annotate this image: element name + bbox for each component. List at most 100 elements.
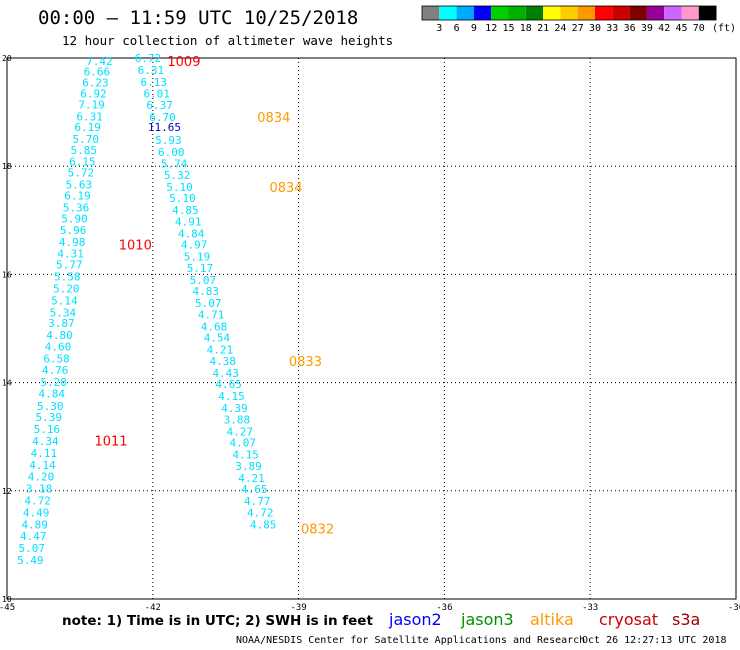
pass-time-label: 1010 xyxy=(119,239,152,254)
wave-height-label: 4.71 xyxy=(198,308,225,321)
pass-time-labels: 1009 0834 0834 1010 0833 1011 0832 xyxy=(94,55,334,537)
scale-swatch xyxy=(473,6,492,20)
wave-height-label: 4.15 xyxy=(232,449,259,462)
wave-height-label: 5.39 xyxy=(36,411,63,424)
wave-height-label: 6.00 xyxy=(158,146,185,159)
scale-swatch xyxy=(577,6,595,20)
wave-height-label: 5.28 xyxy=(40,376,67,389)
scale-label: 45 xyxy=(675,23,687,34)
scale-label: 12 xyxy=(485,23,497,34)
scale-label: 24 xyxy=(554,23,566,34)
scale-swatch xyxy=(595,6,613,20)
wave-height-label: 3.89 xyxy=(235,460,262,473)
wave-height-label: 5.14 xyxy=(51,294,78,307)
wave-height-label: 4.39 xyxy=(221,402,248,415)
scale-label: 27 xyxy=(572,23,584,34)
pass-time-label: 0833 xyxy=(289,355,322,370)
scale-swatch xyxy=(439,6,457,20)
unit-label: (ft) xyxy=(712,23,736,34)
wave-height-label: 5.85 xyxy=(71,144,98,157)
wave-height-label: 4.34 xyxy=(32,435,59,448)
scale-label: 33 xyxy=(606,23,618,34)
scale-swatch xyxy=(698,6,717,20)
scale-label: 15 xyxy=(502,23,514,34)
satellite-legend-item: jason3 xyxy=(460,610,514,629)
wave-height-label: 6.23 xyxy=(82,76,109,89)
wave-height-label: 5.07 xyxy=(195,297,222,310)
wave-height-label: 5.16 xyxy=(34,423,61,436)
wave-height-label: 6.70 xyxy=(149,111,176,124)
color-scale-legend: 3 6 9 12 15 18 21 24 27 30 33 36 39 42 45 70 xyxy=(421,5,717,34)
wave-height-label: 4.43 xyxy=(212,367,239,380)
wave-height-label: 6.15 xyxy=(69,155,96,168)
scale-label: 6 xyxy=(454,23,460,34)
wave-height-label: 5.90 xyxy=(61,213,88,226)
footer-credit: NOAA/NESDIS Center for Satellite Applica… xyxy=(236,635,585,646)
wave-height-label: 5.10 xyxy=(169,192,196,205)
wave-height-label: 4.47 xyxy=(20,530,47,543)
chart-subtitle: 12 hour collection of altimeter wave hei… xyxy=(62,33,393,48)
satellite-legend-item: altika xyxy=(530,610,574,629)
wave-height-label: 5.72 xyxy=(68,167,95,180)
x-tick-label: -30 xyxy=(728,603,740,613)
y-tick-label: 18 xyxy=(2,162,12,171)
wave-height-label: 4.80 xyxy=(46,329,73,342)
plot-frame xyxy=(6,57,737,600)
wave-height-label: 6.31 xyxy=(76,110,103,123)
wave-height-label: 4.20 xyxy=(28,471,55,484)
satellite-legend-item: s3a xyxy=(672,610,700,629)
pass-time-label: 0834 xyxy=(257,111,290,126)
wave-height-label: 5.70 xyxy=(72,133,99,146)
scale-swatch xyxy=(664,6,682,20)
footer-note: note: 1) Time is in UTC; 2) SWH is in fe… xyxy=(62,613,373,629)
wave-height-label: 5.58 xyxy=(54,271,81,284)
wave-height-label: 6.01 xyxy=(143,88,170,101)
pass-time-label: 0834 xyxy=(269,181,302,196)
scale-frame xyxy=(421,5,717,21)
wave-height-label: 6.31 xyxy=(138,64,165,77)
wave-height-label: 5.07 xyxy=(19,542,46,555)
scale-label: 21 xyxy=(537,23,549,34)
pass-time-label: 0832 xyxy=(301,523,334,538)
wave-height-label: 4.84 xyxy=(178,227,205,240)
wave-height-label: 4.72 xyxy=(247,506,274,519)
scale-swatch xyxy=(629,6,647,20)
wave-height-label: 5.17 xyxy=(187,262,214,275)
wave-height-label: 4.89 xyxy=(21,518,48,531)
wave-height-label: 3.87 xyxy=(48,317,75,330)
wave-height-label: 4.65 xyxy=(215,378,242,391)
wave-height-label: 3.18 xyxy=(26,483,53,496)
wave-height-label: 4.84 xyxy=(38,387,65,400)
scale-swatch xyxy=(422,6,440,20)
x-tick-label: -33 xyxy=(582,603,598,613)
wave-height-label: 3.88 xyxy=(224,413,251,426)
wave-height-label: 4.85 xyxy=(250,518,277,531)
y-tick-label: 10 xyxy=(2,595,12,604)
y-tick-label: 12 xyxy=(2,487,12,496)
wave-height-points: 7.426.666.236.927.196.316.195.705.856.15… xyxy=(17,52,276,567)
wave-height-label: 6.19 xyxy=(64,189,91,202)
scale-swatch xyxy=(681,6,699,20)
wave-height-label: 5.74 xyxy=(161,157,188,170)
wave-height-label: 11.65 xyxy=(148,121,181,134)
scale-label: 9 xyxy=(471,23,477,34)
wave-height-label: 5.30 xyxy=(37,400,64,413)
x-tick-label: -42 xyxy=(145,603,161,613)
x-tick-label: -45 xyxy=(0,603,15,613)
wave-height-label: 5.19 xyxy=(184,251,211,264)
wave-height-label: 4.15 xyxy=(218,390,245,403)
wave-height-label: 5.63 xyxy=(66,179,93,192)
scale-label: 39 xyxy=(641,23,653,34)
wave-height-label: 6.13 xyxy=(141,76,168,89)
satellite-legend: jason2 jason3 altika cryosat s3a xyxy=(388,610,700,629)
scale-swatch xyxy=(508,6,526,20)
axis-ticks: -45 -42 -39 -36 -33 -30 10 12 14 16 18 20 xyxy=(0,54,740,613)
scale-label: 3 xyxy=(436,23,442,34)
wave-height-label: 6.37 xyxy=(146,99,173,112)
wave-height-label: 4.97 xyxy=(181,239,208,252)
scale-swatch xyxy=(612,6,630,20)
chart-title: 00:00 — 11:59 UTC 10/25/2018 xyxy=(38,7,358,29)
scale-label: 30 xyxy=(589,23,601,34)
wave-height-label: 6.92 xyxy=(80,88,107,101)
